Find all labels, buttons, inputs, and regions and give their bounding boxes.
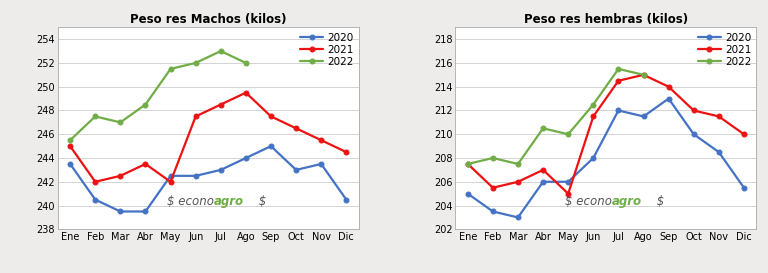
2020 — [266, 144, 276, 148]
2021 — [664, 85, 674, 88]
Title: Peso res hembras (kilos): Peso res hembras (kilos) — [524, 13, 688, 26]
2022 — [488, 156, 498, 160]
Text: $ econo: $ econo — [565, 195, 612, 207]
Legend: 2020, 2021, 2022: 2020, 2021, 2022 — [696, 30, 753, 69]
Text: $: $ — [255, 195, 266, 207]
2022 — [589, 103, 598, 106]
2021 — [488, 186, 498, 189]
2021 — [91, 180, 100, 183]
2022 — [65, 139, 74, 142]
2021 — [216, 103, 225, 106]
2022 — [513, 162, 522, 166]
2022 — [639, 73, 648, 76]
2022 — [116, 121, 125, 124]
2022 — [241, 61, 250, 65]
Line: 2021: 2021 — [68, 90, 349, 184]
2021 — [166, 180, 175, 183]
2020 — [241, 156, 250, 160]
2021 — [266, 115, 276, 118]
2020 — [614, 109, 623, 112]
2020 — [463, 192, 472, 195]
2020 — [714, 150, 723, 154]
2021 — [689, 109, 698, 112]
2021 — [714, 115, 723, 118]
2020 — [141, 210, 150, 213]
Text: agro: agro — [214, 195, 244, 207]
2020 — [216, 168, 225, 171]
2021 — [292, 127, 301, 130]
2020 — [664, 97, 674, 100]
2020 — [342, 198, 351, 201]
2022 — [191, 61, 200, 65]
Text: $: $ — [653, 195, 664, 207]
2021 — [463, 162, 472, 166]
2021 — [740, 133, 749, 136]
2021 — [589, 115, 598, 118]
2021 — [564, 192, 573, 195]
Line: 2022: 2022 — [465, 66, 646, 166]
2021 — [538, 168, 548, 171]
2021 — [513, 180, 522, 183]
2021 — [65, 144, 74, 148]
Title: Peso res Machos (kilos): Peso res Machos (kilos) — [130, 13, 286, 26]
2022 — [166, 67, 175, 70]
2020 — [589, 156, 598, 160]
2021 — [614, 79, 623, 82]
Line: 2020: 2020 — [465, 96, 746, 220]
2022 — [614, 67, 623, 70]
2021 — [342, 150, 351, 154]
2021 — [141, 162, 150, 166]
2020 — [91, 198, 100, 201]
2020 — [65, 162, 74, 166]
2021 — [316, 139, 326, 142]
2020 — [316, 162, 326, 166]
2020 — [116, 210, 125, 213]
2022 — [463, 162, 472, 166]
2021 — [241, 91, 250, 94]
2022 — [216, 49, 225, 53]
Text: $ econo: $ econo — [167, 195, 214, 207]
2020 — [538, 180, 548, 183]
2022 — [538, 127, 548, 130]
Legend: 2020, 2021, 2022: 2020, 2021, 2022 — [298, 30, 356, 69]
2020 — [689, 133, 698, 136]
2020 — [513, 216, 522, 219]
2021 — [191, 115, 200, 118]
2020 — [740, 186, 749, 189]
2022 — [564, 133, 573, 136]
2021 — [639, 73, 648, 76]
2020 — [191, 174, 200, 177]
2020 — [292, 168, 301, 171]
2022 — [141, 103, 150, 106]
2020 — [639, 115, 648, 118]
Line: 2021: 2021 — [465, 72, 746, 196]
2020 — [166, 174, 175, 177]
2020 — [564, 180, 573, 183]
2022 — [91, 115, 100, 118]
Line: 2020: 2020 — [68, 144, 349, 214]
2021 — [116, 174, 125, 177]
Text: agro: agro — [612, 195, 642, 207]
Line: 2022: 2022 — [68, 49, 248, 143]
2020 — [488, 210, 498, 213]
